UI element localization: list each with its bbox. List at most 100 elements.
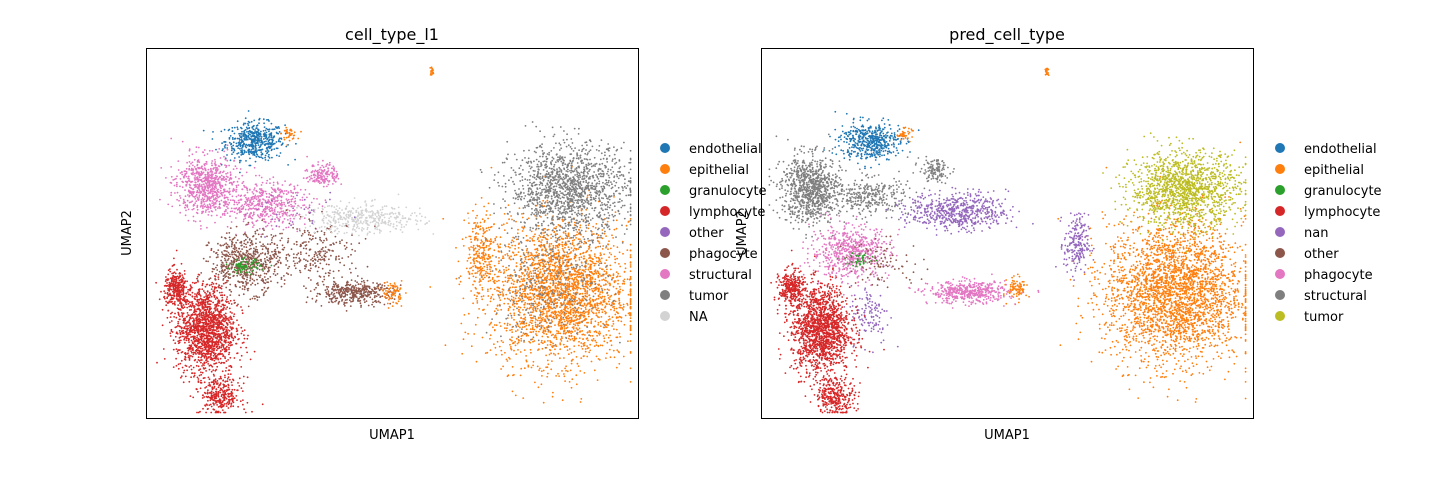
scatter-point-epithelial (550, 314, 552, 317)
scatter-point-tumor (536, 163, 539, 166)
scatter-point-epithelial (473, 280, 476, 282)
scatter-point-tumor (549, 248, 552, 251)
scatter-point-tumor (572, 193, 574, 196)
scatter-point-tumor (564, 156, 566, 159)
scatter-point-epithelial (297, 137, 300, 140)
scatter-point-tumor (589, 184, 592, 187)
scatter-point-tumor (557, 213, 560, 216)
scatter-point-epithelial (517, 251, 520, 254)
scatter-point-epithelial (582, 344, 585, 347)
scatter-point-epithelial (554, 236, 557, 239)
scatter-point-endothelial (254, 146, 257, 149)
scatter-point-epithelial (572, 311, 574, 314)
scatter-point-endothelial (258, 122, 260, 125)
scatter-point-tumor (555, 204, 558, 207)
scatter-point-epithelial (599, 267, 601, 270)
scatter-point-endothelial (241, 150, 243, 153)
scatter-point-tumor (606, 183, 609, 186)
scatter-point-epithelial (530, 366, 533, 369)
scatter-point-tumor (510, 167, 513, 169)
scatter-point-tumor (551, 250, 554, 253)
scatter-point-tumor (567, 223, 570, 226)
scatter-point-epithelial (285, 129, 287, 132)
scatter-point-tumor (546, 216, 549, 219)
scatter-point-tumor (599, 175, 602, 178)
scatter-point-epithelial (493, 324, 496, 326)
scatter-point-epithelial (563, 373, 565, 375)
scatter-point-epithelial (482, 227, 484, 229)
scatter-point-tumor (575, 167, 578, 169)
scatter-point-epithelial (530, 298, 532, 301)
scatter-point-epithelial (511, 336, 513, 339)
scatter-point-tumor (589, 219, 592, 221)
scatter-point-tumor (559, 144, 562, 146)
scatter-point-epithelial (489, 349, 492, 351)
scatter-point-tumor (613, 153, 616, 156)
scatter-point-epithelial (566, 237, 569, 240)
scatter-point-epithelial (288, 139, 291, 142)
scatter-point-epithelial (579, 330, 582, 333)
scatter-point-epithelial (567, 337, 570, 340)
scatter-point-tumor (595, 192, 598, 195)
scatter-point-tumor (512, 325, 514, 328)
scatter-point-epithelial (587, 248, 590, 250)
scatter-point-tumor (588, 213, 591, 215)
scatter-point-epithelial (563, 318, 565, 321)
scatter-point-tumor (498, 185, 500, 187)
scatter-point-tumor (604, 230, 606, 233)
scatter-point-epithelial (476, 214, 478, 217)
scatter-point-epithelial (564, 380, 566, 382)
scatter-point-tumor (552, 135, 555, 138)
scatter-point-endothelial (232, 151, 235, 154)
scatter-point-epithelial (561, 289, 564, 292)
scatter-point-epithelial (532, 330, 535, 333)
scatter-point-epithelial (581, 330, 584, 332)
scatter-point-epithelial (567, 300, 569, 302)
scatter-point-tumor (581, 284, 584, 287)
scatter-point-epithelial (551, 395, 554, 398)
scatter-point-tumor (613, 175, 616, 178)
scatter-point-epithelial (629, 325, 632, 328)
scatter-point-epithelial (586, 194, 589, 197)
scatter-point-epithelial (289, 134, 292, 137)
scatter-point-epithelial (538, 240, 540, 243)
scatter-point-epithelial (487, 202, 490, 205)
scatter-point-tumor (535, 183, 538, 186)
scatter-point-tumor (543, 220, 545, 223)
scatter-point-tumor (513, 237, 516, 239)
scatter-point-epithelial (291, 132, 293, 135)
scatter-point-epithelial (529, 254, 532, 257)
scatter-point-tumor (552, 168, 555, 171)
scatter-point-tumor (564, 212, 567, 215)
scatter-point-epithelial (593, 369, 596, 372)
scatter-point-epithelial (541, 318, 544, 321)
scatter-point-epithelial (510, 215, 512, 217)
scatter-point-epithelial (532, 309, 535, 312)
scatter-point-endothelial (228, 128, 231, 131)
scatter-point-epithelial (481, 259, 484, 261)
scatter-point-tumor (519, 291, 521, 294)
scatter-point-epithelial (552, 333, 554, 336)
scatter-point-epithelial (575, 281, 577, 283)
scatter-point-tumor (619, 174, 621, 177)
scatter-point-tumor (601, 204, 604, 206)
scatter-point-epithelial (595, 288, 597, 291)
scatter-point-epithelial (520, 367, 523, 370)
scatter-point-epithelial (587, 240, 590, 242)
scatter-point-endothelial (260, 154, 263, 156)
scatter-point-epithelial (498, 257, 500, 259)
scatter-point-tumor (559, 207, 561, 210)
scatter-point-tumor (503, 161, 506, 164)
scatter-point-epithelial (518, 285, 521, 288)
scatter-point-epithelial (477, 226, 479, 229)
scatter-point-tumor (539, 194, 542, 197)
scatter-point-epithelial (477, 270, 479, 273)
scatter-point-tumor (547, 189, 549, 191)
scatter-point-epithelial (531, 292, 534, 295)
scatter-point-epithelial (609, 268, 612, 271)
scatter-point-tumor (536, 188, 539, 191)
scatter-point-epithelial (497, 290, 500, 292)
scatter-point-tumor (564, 222, 567, 225)
scatter-point-epithelial (547, 263, 550, 266)
